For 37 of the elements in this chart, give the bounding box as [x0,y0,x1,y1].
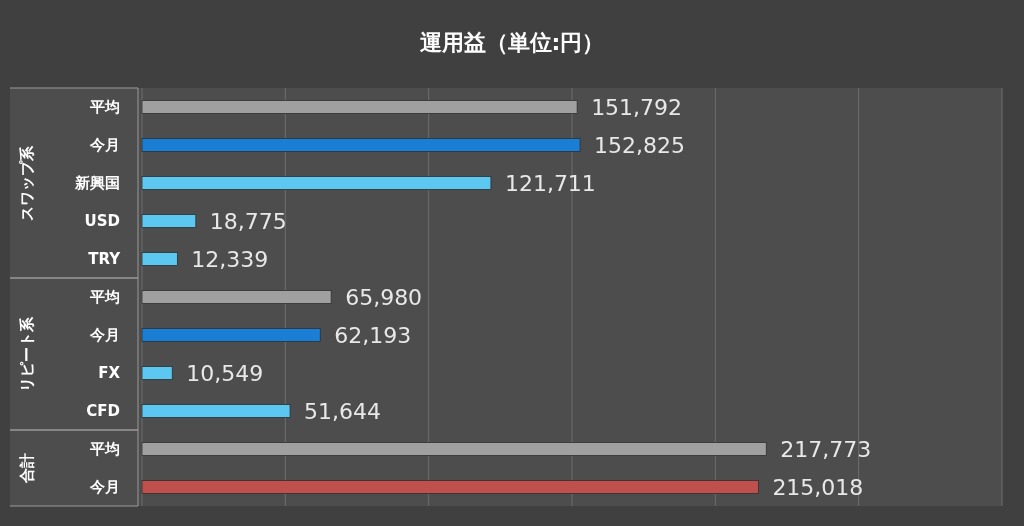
text: スワップ系 [18,144,36,221]
y-tick-label: 平均 [89,288,120,306]
y-tick-label: 今月 [89,136,120,154]
y-tick-label: CFD [86,402,120,420]
y-tick-label: 今月 [89,326,120,344]
bar [141,100,578,114]
bar [141,290,332,304]
y-tick-label: 新興国 [74,174,120,192]
y-tick-label: 平均 [89,440,120,458]
data-label: 151,792 [591,95,683,120]
bar [141,138,581,152]
bar [141,404,291,418]
data-label: 18,775 [209,209,287,234]
y-tick-label: 今月 [89,478,120,496]
data-label: 152,825 [594,133,686,158]
y-tick-label: 平均 [89,98,120,116]
y-tick-label: USD [84,212,120,230]
bar [141,252,178,266]
data-label: 51,644 [304,399,382,424]
bar [141,480,759,494]
data-label: 217,773 [780,437,872,462]
bar [141,366,173,380]
y-tick-label: TRY [88,250,122,268]
bar [141,214,197,228]
data-label: 121,711 [504,171,596,196]
data-label: 12,339 [191,247,269,272]
bar [141,176,492,190]
bar [141,328,321,342]
bar [141,442,767,456]
data-label: 62,193 [334,323,412,348]
data-label: 215,018 [772,475,864,500]
text: 合計 [18,453,36,484]
data-label: 10,549 [186,361,264,386]
data-label: 65,980 [345,285,423,310]
text: リピート系 [18,315,36,392]
y-tick-label: FX [98,364,121,382]
chart-title: 運用益（単位:円） [419,30,605,55]
